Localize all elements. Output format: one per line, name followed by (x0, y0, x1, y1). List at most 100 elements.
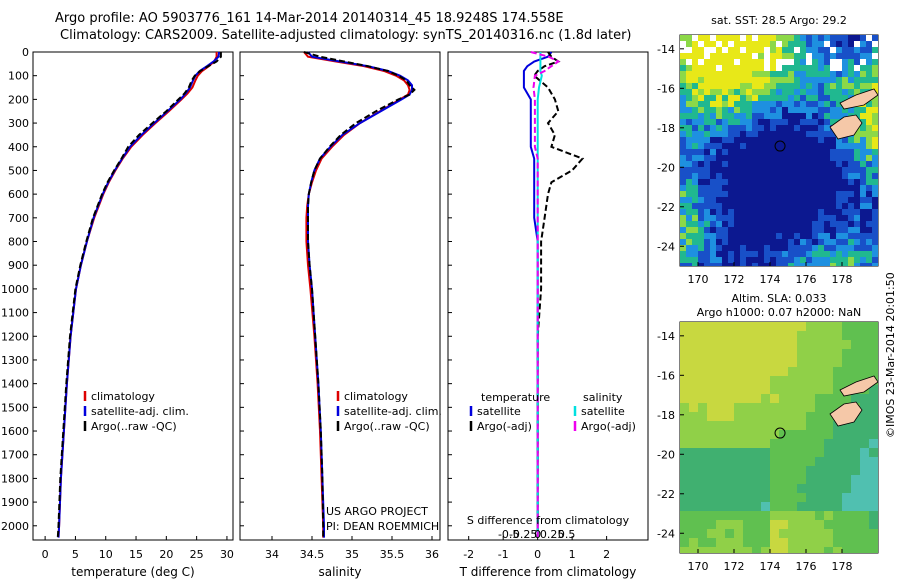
sst-map-cell (782, 221, 789, 228)
sla-map-cell (833, 367, 843, 377)
sst-map-cell (770, 53, 777, 60)
sla-map-cell (869, 493, 878, 503)
sla-map-cell (842, 466, 852, 476)
sst-map-cell (686, 167, 693, 174)
sst-map-cell (716, 137, 723, 144)
sla-map-xtick-label: 170 (688, 560, 709, 573)
sla-map-cell (761, 448, 771, 458)
sst-map-cell (686, 215, 693, 222)
sla-map-cell (824, 439, 834, 449)
sst-map-cell (710, 161, 717, 168)
sla-map-cell (788, 529, 798, 539)
sla-map-cell (698, 430, 708, 440)
sla-map-cell (716, 430, 726, 440)
sla-map-cell (860, 340, 870, 350)
sst-map-cell (788, 173, 795, 180)
sst-map-cell (770, 113, 777, 120)
sst-map-cell (692, 161, 699, 168)
sst-map-cell (746, 197, 753, 204)
sst-map-cell (788, 113, 795, 120)
sla-map-cell (689, 367, 699, 377)
sla-map-cell (707, 412, 717, 422)
sst-map-cell (704, 155, 711, 162)
sst-map-cell (728, 113, 735, 120)
sst-map-cell (734, 155, 741, 162)
sst-map-cell (818, 251, 825, 258)
sst-map-cell (710, 239, 717, 246)
sst-map-cell (782, 215, 789, 222)
sst-map-cell (794, 125, 801, 132)
sst-map-cell (866, 65, 873, 72)
sla-map-cell (797, 520, 807, 530)
depth-tick-label: 700 (8, 212, 29, 225)
sla-map-cell (869, 412, 878, 422)
sst-map-cell (734, 161, 741, 168)
sst-map-cell (818, 131, 825, 138)
diff-legend-label: satellite (581, 405, 625, 418)
sst-map-cell (758, 101, 765, 108)
sst-map-cell (794, 257, 801, 264)
sla-map-cell (860, 430, 870, 440)
sla-map-cell (797, 367, 807, 377)
sla-map-cell (797, 511, 807, 521)
sla-map-cell (851, 520, 861, 530)
sst-map-island (839, 88, 878, 110)
sst-map-cell (776, 215, 783, 222)
sla-map-cell (761, 340, 771, 350)
sla-map-cell (833, 502, 843, 512)
sst-map-cell (794, 251, 801, 258)
sst-map-cell (800, 155, 807, 162)
sla-map-cell (824, 358, 834, 368)
sla-map-cell (761, 502, 771, 512)
sst-map-cell (752, 179, 759, 186)
sla-map-cell (680, 349, 690, 359)
sst-map-cell (746, 245, 753, 252)
sst-map-cell (806, 35, 813, 42)
sst-map-cell (746, 35, 753, 42)
sst-map-cell (842, 53, 849, 60)
sst-map-cell (698, 167, 705, 174)
sla-map-cell (716, 358, 726, 368)
sst-map-cell (776, 119, 783, 126)
sst-map-cell (746, 53, 753, 60)
sst-map-cell (794, 197, 801, 204)
sst-map-cell (710, 83, 717, 90)
sla-map-cell (743, 367, 753, 377)
sst-map-cell (746, 179, 753, 186)
sla-map-cell (842, 484, 852, 494)
salinity-xlabel: salinity (318, 565, 361, 579)
sst-map-cell (782, 95, 789, 102)
sla-map-cell (680, 547, 690, 553)
sst-map-cell (794, 53, 801, 60)
sst-map-cell (812, 263, 819, 266)
sst-map-cell (830, 167, 837, 174)
sla-map-cell (680, 358, 690, 368)
sla-map-cell (752, 349, 762, 359)
sst-map-cell (680, 143, 687, 150)
sst-map-cell (764, 179, 771, 186)
sst-map-cell (818, 83, 825, 90)
sla-map-cell (680, 502, 690, 512)
sst-map-cell (704, 71, 711, 78)
sst-map-cell (800, 65, 807, 72)
sla-map-cell (842, 538, 852, 548)
sla-map-cell (752, 439, 762, 449)
sst-map-cell (692, 77, 699, 84)
sla-map-cell (761, 430, 771, 440)
sla-map-cell (806, 403, 816, 413)
sla-map-cell (680, 340, 690, 350)
sla-map-cell (680, 430, 690, 440)
sla-map-cell (806, 484, 816, 494)
sst-map-cell (782, 197, 789, 204)
sst-map-cell (806, 65, 813, 72)
sst-map-cell (770, 167, 777, 174)
sst-map-cell (860, 209, 867, 216)
sst-map-cell (758, 191, 765, 198)
sst-map-cell (866, 41, 873, 48)
sst-map-cell (770, 95, 777, 102)
sst-map-cell (830, 71, 837, 78)
sst-map-cell (746, 203, 753, 210)
sst-map-cell (794, 35, 801, 42)
sst-map-cell (818, 221, 825, 228)
sla-map-cell (797, 448, 807, 458)
